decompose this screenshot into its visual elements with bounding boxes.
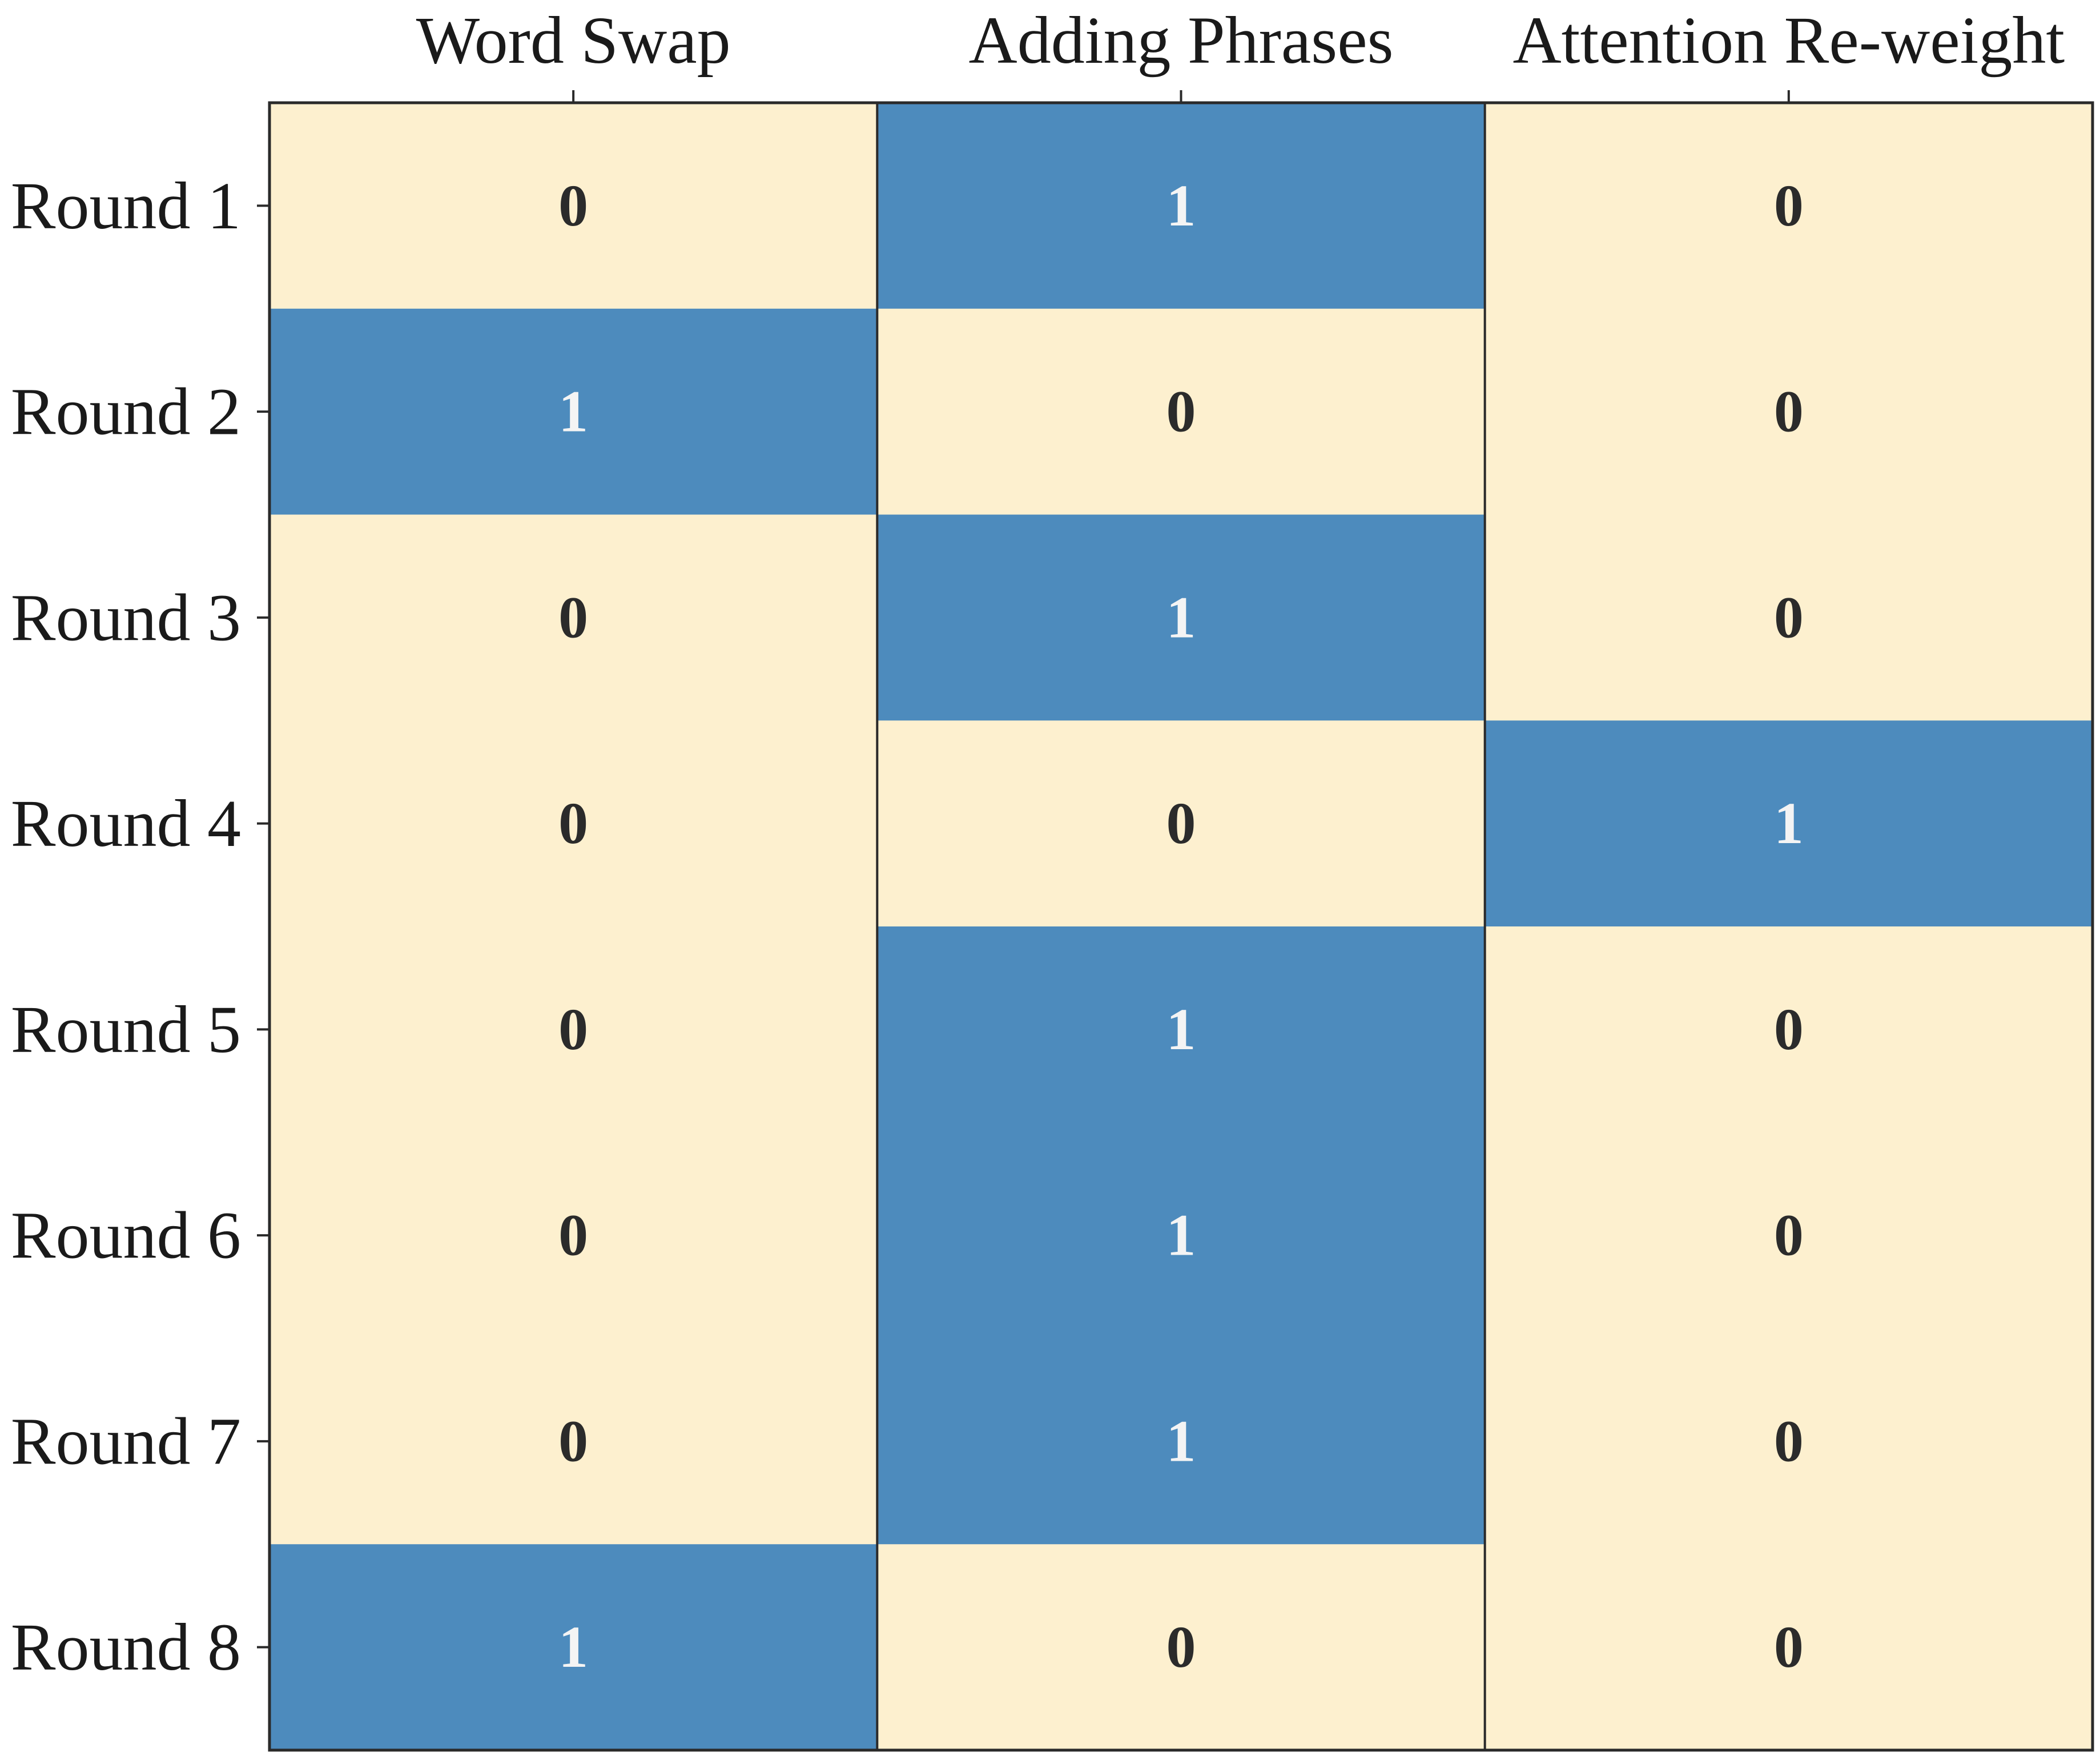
cell-value-label: 0 <box>558 1203 588 1268</box>
y-tick-label: Round 2 <box>11 374 241 449</box>
heatmap-cell <box>877 103 1486 309</box>
heatmap-cell <box>1485 103 2093 309</box>
cell-value-label: 0 <box>558 173 588 239</box>
heatmap-cell <box>269 1338 878 1545</box>
cell-value-label: 1 <box>1166 173 1196 239</box>
heatmap-cell <box>1485 1132 2093 1339</box>
heatmap-cell <box>1485 720 2093 927</box>
cell-value-label: 0 <box>1774 1408 1804 1474</box>
cell-value-label: 0 <box>1774 173 1804 239</box>
y-tick-label: Round 3 <box>11 580 241 655</box>
cell-value-label: 0 <box>1774 1203 1804 1268</box>
y-tick-label: Round 8 <box>11 1610 241 1685</box>
heatmap-cell <box>269 1544 878 1751</box>
cell-value-label: 0 <box>1774 585 1804 650</box>
cell-value-label: 1 <box>558 1614 588 1680</box>
cell-value-label: 1 <box>558 379 588 445</box>
cell-value-label: 0 <box>1774 1614 1804 1680</box>
y-tick-label: Round 6 <box>11 1198 241 1273</box>
cell-value-label: 0 <box>558 585 588 650</box>
heatmap-cell <box>877 514 1486 721</box>
heatmap-cells <box>269 103 2093 1751</box>
heatmap-cell <box>877 720 1486 927</box>
cell-value-label: 0 <box>1774 997 1804 1062</box>
heatmap-cell <box>1485 1544 2093 1751</box>
cell-value-label: 0 <box>558 997 588 1062</box>
column-dividers <box>876 103 1486 1750</box>
cell-value-label: 0 <box>558 791 588 856</box>
heatmap-cell <box>877 308 1486 515</box>
cell-value-label: 0 <box>558 1408 588 1474</box>
y-tick-label: Round 1 <box>11 168 241 243</box>
y-tick-label: Round 4 <box>11 786 241 861</box>
heatmap-cell <box>1485 308 2093 515</box>
heatmap-cell <box>269 308 878 515</box>
heatmap-cell <box>1485 514 2093 721</box>
heatmap-cell <box>877 926 1486 1133</box>
y-tick-label: Round 5 <box>11 992 241 1067</box>
cell-value-label: 1 <box>1774 791 1804 856</box>
cell-annotations: 0 1 0 1 0 0 0 1 0 0 0 1 0 1 0 0 1 0 0 1 0 1 0 0 <box>558 173 1804 1680</box>
x-tick-label: Attention Re-weight <box>1512 3 2065 78</box>
heatmap-cell <box>269 1132 878 1339</box>
y-tick-label: Round 7 <box>11 1404 241 1478</box>
heatmap-cell <box>877 1338 1486 1545</box>
x-tick-label: Adding Phrases <box>968 3 1393 78</box>
x-tick-label: Word Swap <box>416 3 731 78</box>
heatmap-cell <box>877 1132 1486 1339</box>
cell-value-label: 0 <box>1166 1614 1196 1680</box>
heatmap-cell <box>1485 1338 2093 1545</box>
y-axis-ticks: Round 1 Round 2 Round 3 Round 4 Round 5 Round… <box>11 168 269 1685</box>
cell-value-label: 1 <box>1166 1203 1196 1268</box>
cell-value-label: 0 <box>1774 379 1804 445</box>
cell-value-label: 0 <box>1166 379 1196 445</box>
heatmap-cell <box>269 720 878 927</box>
x-axis-ticks: Word Swap Adding Phrases Attention Re-weig… <box>416 3 2065 103</box>
heatmap-cell <box>877 1544 1486 1751</box>
cell-value-label: 1 <box>1166 997 1196 1062</box>
cell-value-label: 1 <box>1166 585 1196 650</box>
cell-value-label: 0 <box>1166 791 1196 856</box>
heatmap-cell <box>269 514 878 721</box>
heatmap-cell <box>269 926 878 1133</box>
heatmap-cell <box>269 103 878 309</box>
cell-value-label: 1 <box>1166 1408 1196 1474</box>
heatmap-cell <box>1485 926 2093 1133</box>
